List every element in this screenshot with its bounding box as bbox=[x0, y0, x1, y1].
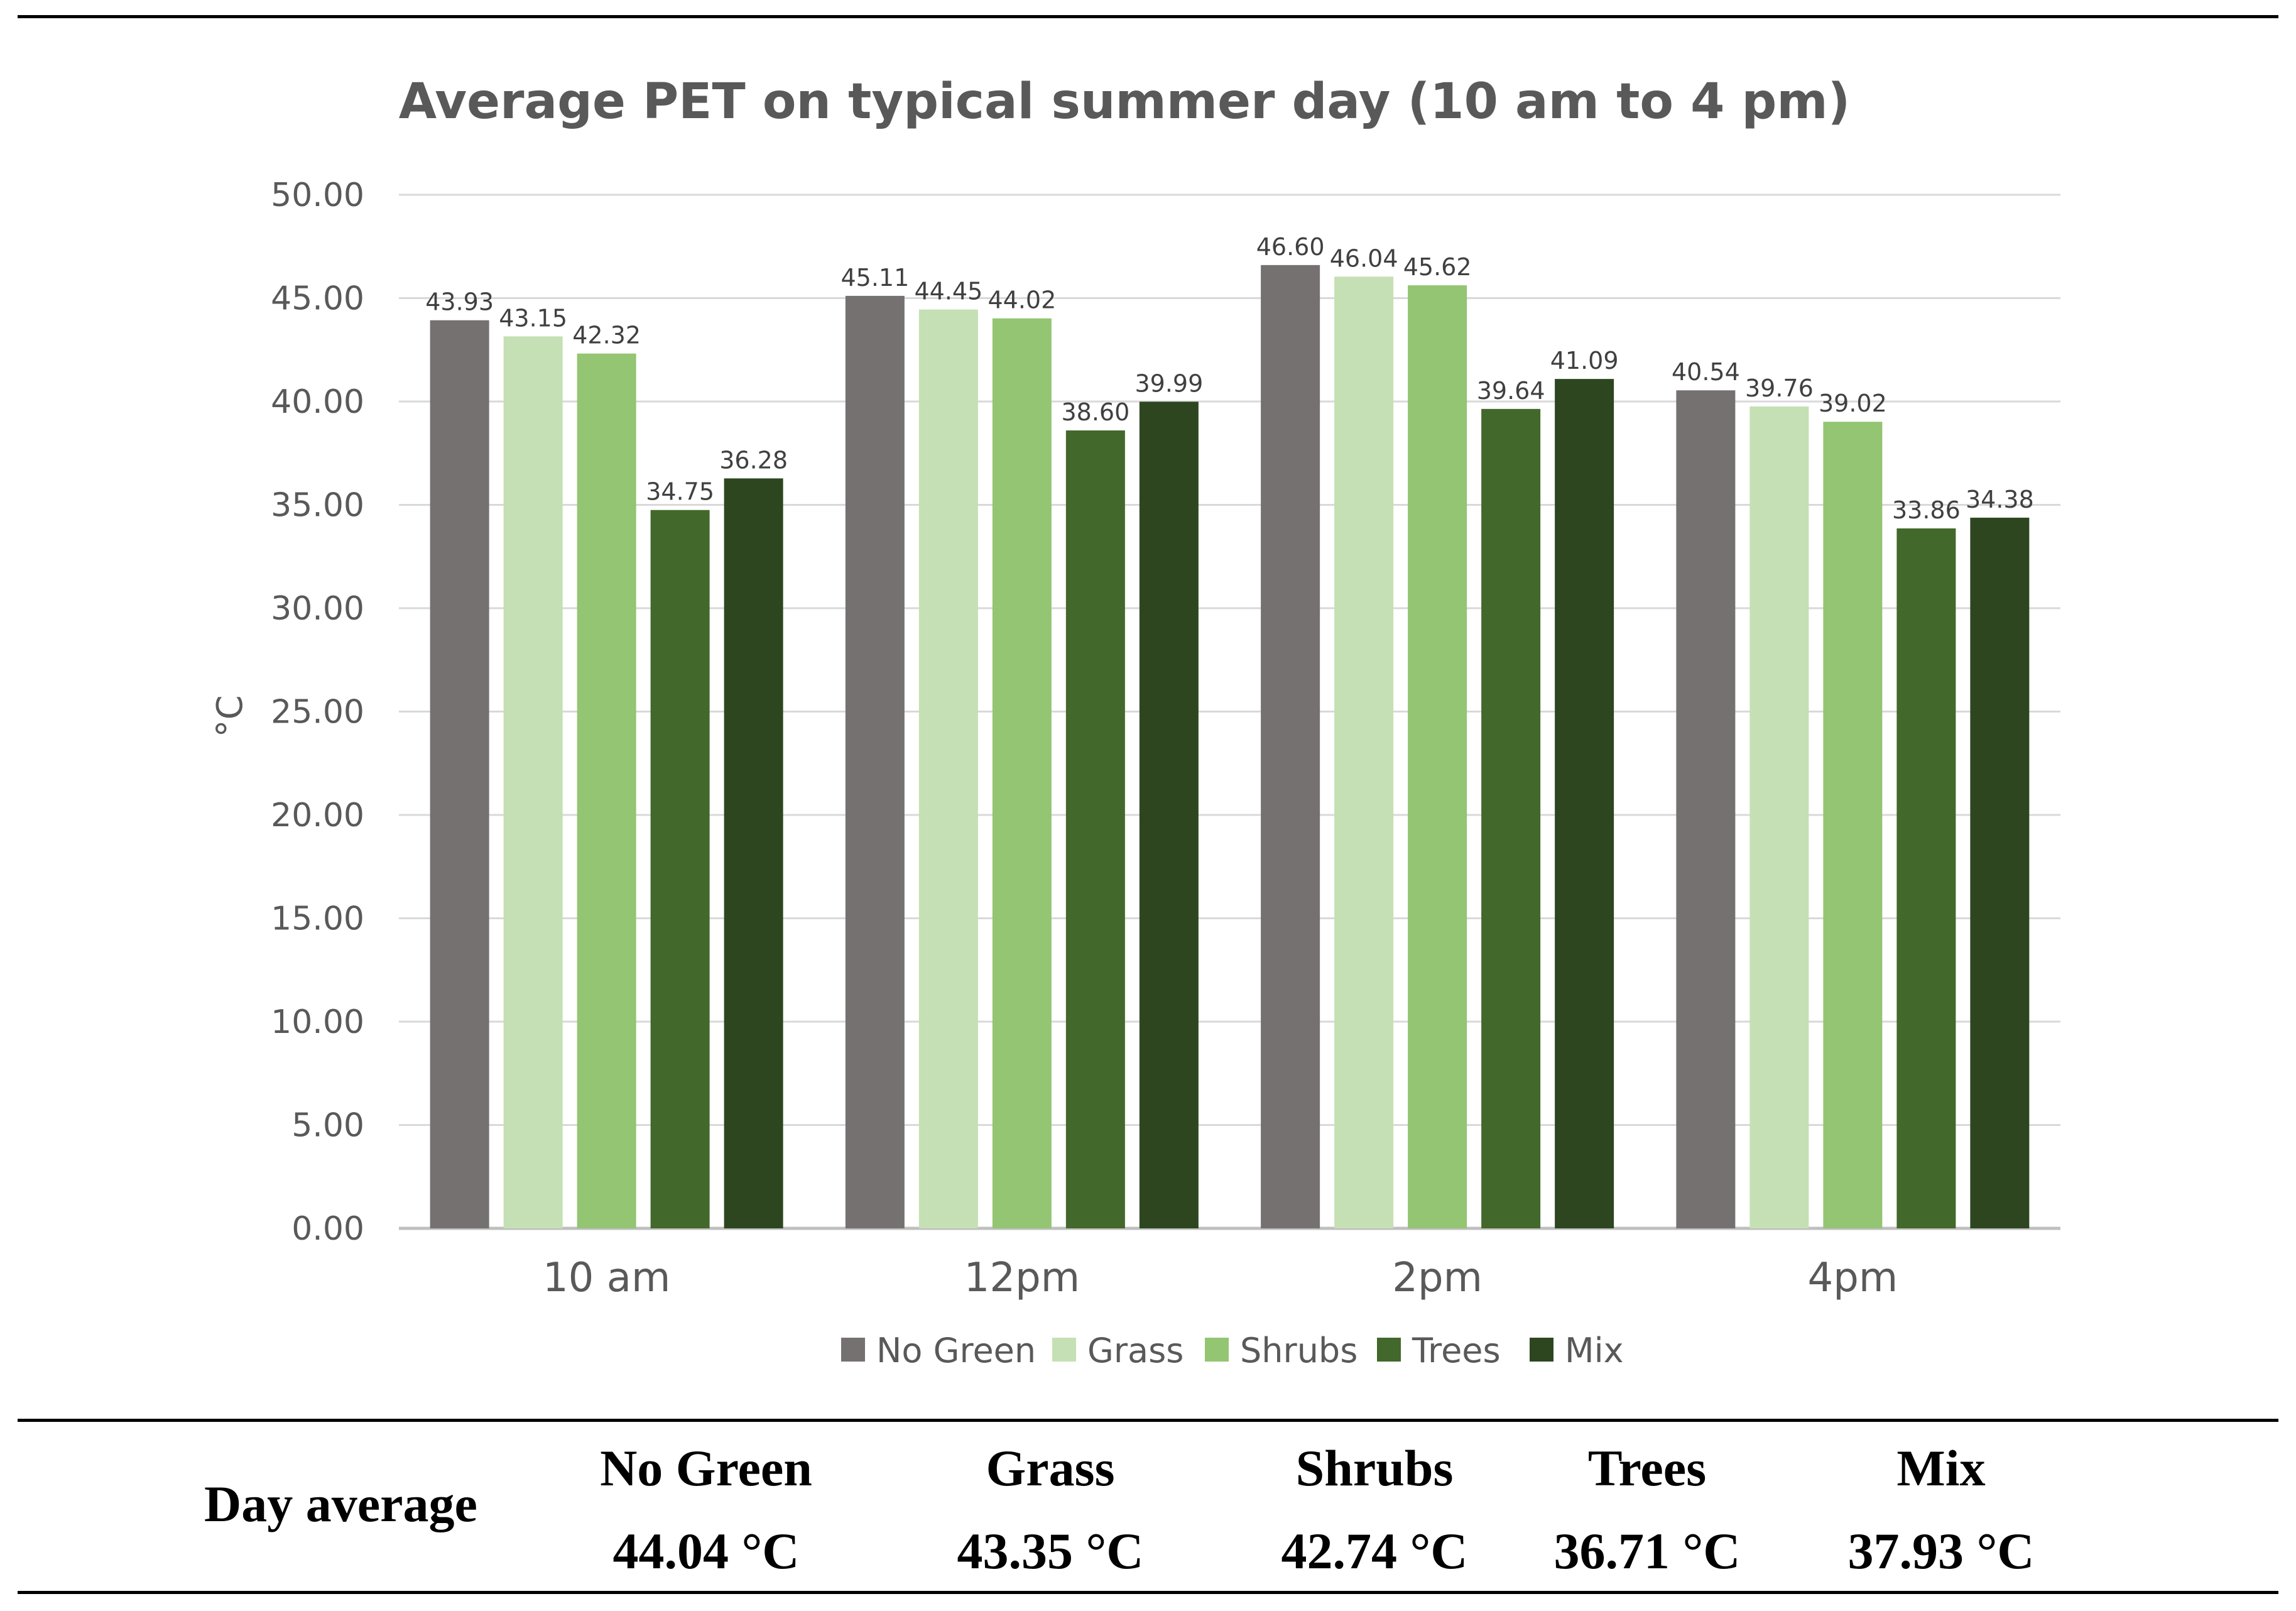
bar-no-green bbox=[1676, 390, 1736, 1228]
data-label: 39.64 bbox=[1477, 377, 1545, 405]
data-label: 46.04 bbox=[1330, 244, 1398, 272]
chart-title: Average PET on typical summer day (10 am… bbox=[399, 74, 1851, 130]
y-tick-label: 5.00 bbox=[291, 1107, 364, 1145]
bar-trees bbox=[1896, 528, 1956, 1228]
summary-value: 37.93 °C bbox=[1847, 1522, 2035, 1580]
data-label: 45.11 bbox=[841, 264, 909, 292]
y-tick-label: 20.00 bbox=[271, 797, 364, 834]
bar-grass bbox=[1334, 276, 1394, 1229]
bar-trees bbox=[1065, 430, 1125, 1228]
summary-top-rule bbox=[18, 1419, 2278, 1422]
bottom-rule bbox=[18, 1591, 2278, 1594]
data-label: 41.09 bbox=[1550, 347, 1619, 374]
y-tick-label: 0.00 bbox=[291, 1210, 364, 1248]
data-label: 43.15 bbox=[499, 304, 567, 332]
y-tick-label: 10.00 bbox=[271, 1003, 364, 1041]
data-label: 40.54 bbox=[1672, 358, 1740, 386]
bar-shrubs bbox=[1823, 422, 1883, 1229]
legend-label: Trees bbox=[1412, 1331, 1501, 1370]
data-label: 45.62 bbox=[1403, 253, 1472, 281]
bar-grass bbox=[1749, 406, 1809, 1228]
bar-no-green bbox=[845, 295, 905, 1229]
category-label: 12pm bbox=[964, 1255, 1080, 1301]
legend-item-shrubs: Shrubs bbox=[1205, 1331, 1357, 1370]
legend-label: Mix bbox=[1565, 1331, 1624, 1370]
day-average-summary: Day average No Green 44.04 °C Grass 43.3… bbox=[0, 1421, 2296, 1585]
category-labels: 10 am 12pm 2pm 4pm bbox=[543, 1255, 1898, 1301]
summary-value: 42.74 °C bbox=[1281, 1522, 1468, 1580]
summary-value: 36.71 °C bbox=[1553, 1522, 1741, 1580]
bar-mix bbox=[724, 478, 783, 1229]
y-tick-labels: 0.00 5.00 10.00 15.00 20.00 25.00 30.00 35.00 40… bbox=[271, 177, 364, 1248]
data-label: 34.38 bbox=[1966, 486, 2034, 513]
summary-value: 44.04 °C bbox=[612, 1522, 800, 1580]
summary-name: Trees bbox=[1587, 1439, 1707, 1497]
legend-label: Grass bbox=[1087, 1331, 1183, 1370]
bars bbox=[430, 265, 2030, 1229]
bar-grass bbox=[503, 336, 563, 1228]
y-tick-label: 50.00 bbox=[271, 177, 364, 214]
bar-grass bbox=[918, 309, 978, 1229]
bar-mix bbox=[1970, 517, 2030, 1229]
summary-name: Shrubs bbox=[1295, 1439, 1454, 1497]
bar-mix bbox=[1139, 401, 1199, 1228]
summary-name: Mix bbox=[1896, 1439, 1986, 1497]
bar-trees bbox=[1481, 408, 1541, 1228]
bar-mix bbox=[1555, 379, 1614, 1229]
day-average-label: Day average bbox=[204, 1475, 477, 1532]
legend-item-grass: Grass bbox=[1052, 1331, 1183, 1370]
legend-item-trees: Trees bbox=[1377, 1331, 1501, 1370]
legend-swatch bbox=[1052, 1338, 1076, 1362]
bar-no-green bbox=[1261, 265, 1320, 1228]
y-tick-label: 40.00 bbox=[271, 383, 364, 421]
data-label: 36.28 bbox=[719, 446, 788, 474]
summary-name: No Green bbox=[600, 1439, 812, 1497]
bar-shrubs bbox=[1408, 285, 1467, 1228]
y-tick-label: 30.00 bbox=[271, 590, 364, 628]
bar-trees bbox=[650, 510, 710, 1228]
data-label: 46.60 bbox=[1256, 233, 1325, 261]
category-label: 10 am bbox=[543, 1255, 670, 1301]
bar-shrubs bbox=[992, 318, 1052, 1229]
legend-label: No Green bbox=[876, 1331, 1036, 1370]
bar-shrubs bbox=[577, 353, 636, 1228]
y-tick-label: 15.00 bbox=[271, 900, 364, 938]
legend-swatch bbox=[1530, 1338, 1553, 1362]
data-label: 34.75 bbox=[646, 478, 714, 506]
gridlines bbox=[399, 194, 2060, 1230]
data-label: 42.32 bbox=[572, 322, 641, 349]
y-tick-label: 35.00 bbox=[271, 487, 364, 525]
data-label: 39.99 bbox=[1134, 369, 1203, 397]
summary-value: 43.35 °C bbox=[957, 1522, 1144, 1580]
legend-swatch bbox=[1377, 1338, 1401, 1362]
data-label: 38.60 bbox=[1061, 398, 1129, 426]
data-label: 43.93 bbox=[425, 288, 494, 316]
pet-bar-chart: Average PET on typical summer day (10 am… bbox=[210, 74, 2060, 1370]
category-label: 4pm bbox=[1808, 1255, 1898, 1301]
y-tick-label: 25.00 bbox=[271, 694, 364, 731]
legend-swatch bbox=[1205, 1338, 1229, 1362]
data-label: 44.02 bbox=[987, 287, 1056, 314]
y-tick-label: 45.00 bbox=[271, 280, 364, 318]
data-label: 44.45 bbox=[914, 278, 982, 305]
category-label: 2pm bbox=[1392, 1255, 1483, 1301]
data-label: 33.86 bbox=[1892, 496, 1961, 524]
data-label: 39.76 bbox=[1745, 374, 1814, 402]
legend: No Green Grass Shrubs Trees Mix bbox=[841, 1331, 1624, 1370]
y-axis-label: °C bbox=[210, 695, 251, 737]
data-label: 39.02 bbox=[1819, 390, 1887, 417]
legend-swatch bbox=[841, 1338, 865, 1362]
legend-item-mix: Mix bbox=[1530, 1331, 1624, 1370]
top-rule bbox=[18, 15, 2278, 18]
summary-name: Grass bbox=[986, 1439, 1115, 1497]
bar-no-green bbox=[430, 320, 489, 1228]
legend-item-no-green: No Green bbox=[841, 1331, 1036, 1370]
legend-label: Shrubs bbox=[1240, 1331, 1357, 1370]
